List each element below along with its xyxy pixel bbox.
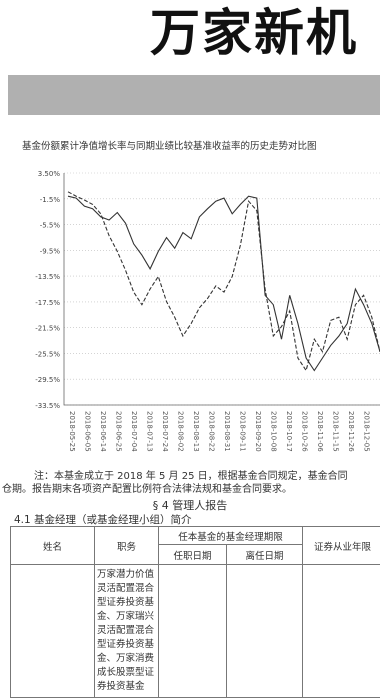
x-tick-label: 2018-12-14 [378,411,380,452]
x-tick-label: 2018-06-05 [84,411,92,452]
cell-duty: 万家潜力价值灵活配置混合型证券投资基金、万家瑞兴灵活配置混合型证券投资基金、万家… [94,564,159,698]
y-tick-label: -17.5% [35,299,60,307]
chart-axes [63,173,380,406]
x-tick-label: 2018-06-14 [99,411,107,452]
y-tick-label: 3.50% [38,170,61,178]
y-tick-label: -13.5% [35,273,60,281]
x-tick-label: 2018-11-06 [316,411,324,452]
x-tick-label: 2018-07-24 [161,411,169,452]
cell-years [302,564,380,698]
section-4-1-subtitle: 4.1 基金经理（或基金经理小组）简介 [14,514,192,526]
y-tick-label: -29.5% [35,376,60,384]
x-tick-label: 2018-10-08 [270,411,278,452]
y-tick-label: -5.5% [40,222,61,230]
header-name: 姓名 [10,526,95,565]
fund-manager-table: 姓名 职务 任本基金的基金经理期限 证券从业年限 任职日期 离任日期 万家潜力价… [10,526,380,698]
header-years: 证券从业年限 [302,526,380,565]
section-4-title: § 4 管理人报告 [152,499,228,512]
x-tick-label: 2018-07-04 [130,411,138,452]
x-tick-label: 2018-06-25 [115,411,123,452]
header-start-date: 任职日期 [158,544,227,565]
x-tick-label: 2018-07-13 [146,411,154,452]
y-tick-label: -25.5% [35,350,60,358]
x-tick-label: 2018-12-05 [363,411,371,452]
x-tick-label: 2018-08-22 [208,411,216,452]
cell-start-date [158,564,227,698]
x-tick-label: 2018-08-31 [223,411,231,452]
x-tick-label: 2018-09-11 [239,411,247,452]
chart-title: 基金份额累计净值增长率与同期业绩比较基准收益率的历史走势对比图 [22,141,317,152]
cell-end-date [225,564,304,698]
header-term: 任本基金的基金经理期限 [157,526,304,545]
y-tick-label: -33.5% [35,402,60,410]
x-tick-label: 2018-11-15 [332,411,340,452]
newspaper-masthead: 万家新机 [150,4,358,62]
note-line-2: 仓期。报告期末各项资产配置比例符合法律法规和基金合同要求。 [2,484,292,495]
x-tick-label: 2018-10-17 [285,411,293,452]
series-line-fund [67,195,380,372]
header-end-date: 离任日期 [225,544,304,565]
header-duty: 职务 [94,526,159,565]
x-tick-label: 2018-08-13 [192,411,200,452]
x-tick-label: 2018-09-20 [254,411,262,452]
y-tick-label: -1.5% [40,196,61,204]
x-tick-label: 2018-11-26 [347,411,355,452]
y-tick-label: -9.5% [40,247,61,255]
cell-name [10,564,95,698]
series-line-benchmark [67,191,380,372]
x-tick-label: 2018-08-02 [177,411,185,452]
performance-chart: 3.50% -1.5% -5.5% -9.5% -13.5% -17.5% -21.5% -2… [35,170,380,452]
note-line-1: 注：本基金成立于 2018 年 5 月 25 日，根据基金合同规定，基金合同 [34,471,348,482]
header-band [8,75,380,115]
y-tick-label: -21.5% [35,325,60,333]
x-tick-label: 2018-10-26 [301,411,309,452]
x-tick-label: 2018-05-25 [68,411,76,452]
